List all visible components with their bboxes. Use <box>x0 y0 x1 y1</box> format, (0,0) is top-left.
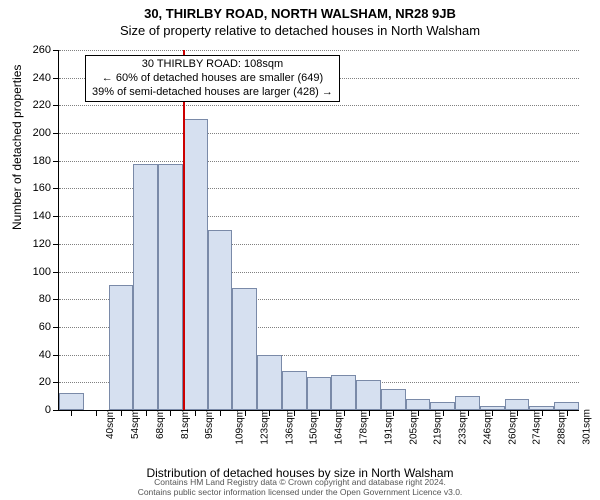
y-tick <box>53 410 59 411</box>
gridline <box>59 133 579 134</box>
gridline <box>59 161 579 162</box>
x-tick-label: 68sqm <box>155 409 166 439</box>
y-tick <box>53 50 59 51</box>
histogram-bar <box>455 396 480 410</box>
y-tick <box>53 299 59 300</box>
page-title: 30, THIRLBY ROAD, NORTH WALSHAM, NR28 9J… <box>0 0 600 21</box>
y-tick <box>53 78 59 79</box>
x-tick-label: 95sqm <box>204 409 215 439</box>
histogram-bar <box>282 371 307 410</box>
y-tick-label: 20 <box>21 376 51 388</box>
annotation-line2: ← 60% of detached houses are smaller (64… <box>92 72 333 86</box>
y-tick-label: 160 <box>21 182 51 194</box>
histogram-bar <box>356 380 381 410</box>
chart-area: 02040608010012014016018020022024026040sq… <box>58 50 578 410</box>
x-tick <box>269 410 270 416</box>
y-tick-label: 0 <box>21 404 51 416</box>
y-tick-label: 80 <box>21 293 51 305</box>
x-tick <box>71 410 72 416</box>
y-tick <box>53 244 59 245</box>
reference-line <box>183 50 185 410</box>
y-tick-label: 200 <box>21 127 51 139</box>
x-tick-label: 54sqm <box>130 409 141 439</box>
x-tick <box>517 410 518 416</box>
histogram-bar <box>505 399 530 410</box>
y-tick-label: 140 <box>21 210 51 222</box>
x-tick <box>294 410 295 416</box>
x-tick <box>319 410 320 416</box>
histogram-bar <box>232 288 257 410</box>
histogram-bar <box>158 164 183 410</box>
plot-region: 02040608010012014016018020022024026040sq… <box>58 50 579 411</box>
x-tick <box>245 410 246 416</box>
x-tick <box>468 410 469 416</box>
y-tick-label: 60 <box>21 321 51 333</box>
annotation-line3: 39% of semi-detached houses are larger (… <box>92 86 333 100</box>
histogram-bar <box>183 119 208 410</box>
x-tick <box>542 410 543 416</box>
x-tick <box>443 410 444 416</box>
histogram-bar <box>257 355 282 410</box>
histogram-bar <box>406 399 431 410</box>
y-tick-label: 220 <box>21 99 51 111</box>
histogram-bar <box>554 402 579 410</box>
annotation-box: 30 THIRLBY ROAD: 108sqm ← 60% of detache… <box>85 55 340 102</box>
x-tick <box>369 410 370 416</box>
x-tick <box>170 410 171 416</box>
footer: Contains HM Land Registry data © Crown c… <box>0 478 600 498</box>
y-tick-label: 40 <box>21 349 51 361</box>
footer-line2: Contains public sector information licen… <box>0 488 600 498</box>
chart-container: 30, THIRLBY ROAD, NORTH WALSHAM, NR28 9J… <box>0 0 600 500</box>
x-tick <box>344 410 345 416</box>
x-tick <box>146 410 147 416</box>
x-tick-label: 81sqm <box>180 409 191 439</box>
y-tick <box>53 105 59 106</box>
x-tick-label: 40sqm <box>105 409 116 439</box>
y-tick <box>53 133 59 134</box>
y-tick-label: 100 <box>21 266 51 278</box>
x-tick <box>418 410 419 416</box>
x-tick <box>220 410 221 416</box>
y-tick <box>53 188 59 189</box>
gridline <box>59 50 579 51</box>
histogram-bar <box>430 402 455 410</box>
histogram-bar <box>307 377 332 410</box>
y-axis-label: Number of detached properties <box>10 65 24 230</box>
chart-subtitle: Size of property relative to detached ho… <box>0 21 600 38</box>
x-tick <box>393 410 394 416</box>
x-tick <box>121 410 122 416</box>
gridline <box>59 105 579 106</box>
y-tick-label: 120 <box>21 238 51 250</box>
y-tick-label: 260 <box>21 44 51 56</box>
y-tick <box>53 216 59 217</box>
annotation-line1: 30 THIRLBY ROAD: 108sqm <box>92 58 333 72</box>
y-tick-label: 240 <box>21 72 51 84</box>
x-tick <box>567 410 568 416</box>
x-tick <box>195 410 196 416</box>
y-tick <box>53 382 59 383</box>
x-tick-label: 301sqm <box>581 409 592 445</box>
y-tick <box>53 327 59 328</box>
histogram-bar <box>109 285 134 410</box>
x-tick <box>96 410 97 416</box>
histogram-bar <box>331 375 356 410</box>
y-tick <box>53 272 59 273</box>
y-tick-label: 180 <box>21 155 51 167</box>
x-tick <box>492 410 493 416</box>
histogram-bar <box>59 393 84 410</box>
histogram-bar <box>381 389 406 410</box>
histogram-bar <box>208 230 233 410</box>
histogram-bar <box>133 164 158 410</box>
y-tick <box>53 161 59 162</box>
y-tick <box>53 355 59 356</box>
